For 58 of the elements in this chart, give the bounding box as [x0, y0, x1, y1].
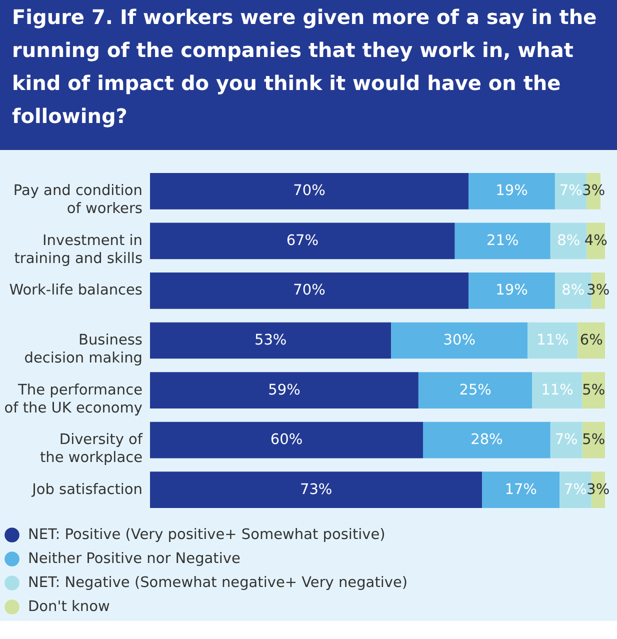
legend-label: NET: Negative (Somewhat negative+ Very negative): [28, 575, 408, 591]
bar: [150, 472, 482, 508]
bar: [423, 422, 550, 458]
y-tick-label: Pay and condition of workers: [13, 183, 142, 218]
data-label: 3%: [586, 282, 610, 299]
data-label: 8%: [557, 232, 580, 249]
legend-label: Don't know: [28, 599, 110, 615]
data-label: 70%: [293, 183, 326, 200]
data-label: 3%: [586, 482, 610, 498]
bar: [454, 222, 550, 260]
data-label: 59%: [268, 382, 300, 398]
y-tick-label: Business decision making: [24, 332, 142, 366]
bar: [150, 172, 468, 210]
data-label: 30%: [443, 332, 476, 348]
data-label: 17%: [504, 482, 537, 498]
data-label: 8%: [562, 282, 585, 299]
data-label: 67%: [286, 232, 319, 249]
data-label: 19%: [496, 282, 528, 299]
legend-label: NET: Positive (Very positive+ Somewhat positive): [28, 527, 386, 543]
bar: [550, 422, 582, 458]
bar: [150, 322, 392, 359]
bar: [150, 222, 455, 260]
data-label: 7%: [554, 432, 578, 448]
bar: [482, 472, 560, 508]
bar: [550, 222, 587, 260]
data-label: 73%: [300, 482, 332, 498]
data-label: 28%: [470, 432, 503, 448]
y-tick-label: Diversity of the workplace: [40, 432, 144, 466]
bar: [528, 322, 578, 359]
bar: [468, 272, 555, 309]
y-tick-label: Job satisfaction: [31, 482, 142, 498]
data-label: 60%: [270, 432, 303, 448]
y-tick-label: Work-life balances: [9, 282, 142, 299]
data-label: 7%: [559, 183, 582, 200]
bar: [418, 372, 532, 408]
data-label: 5%: [582, 432, 606, 448]
data-label: 7%: [564, 482, 587, 498]
data-label: 4%: [584, 232, 608, 249]
data-label: 11%: [541, 382, 574, 398]
data-label: 5%: [582, 382, 606, 398]
data-label: 53%: [254, 332, 287, 348]
data-label: 19%: [496, 183, 528, 200]
chart-title: Figure 7. If workers were given more of a say in the running of the companies that they work in, what kind of impact do you think it would have on the following?: [12, 5, 597, 128]
bar: [150, 422, 423, 458]
data-label: 6%: [580, 332, 603, 348]
data-label: 25%: [459, 382, 492, 398]
data-label: 21%: [486, 232, 519, 249]
y-tick-label: The performance of the UK economy: [4, 382, 143, 416]
bar: [391, 322, 528, 359]
bar: [532, 372, 582, 408]
bar: [150, 272, 468, 309]
data-label: 3%: [582, 183, 606, 200]
bar: [150, 372, 418, 408]
data-label: 70%: [293, 282, 326, 299]
legend-label: Neither Positive nor Negative: [28, 551, 240, 567]
data-label: 11%: [536, 332, 569, 348]
bar: [468, 172, 555, 210]
y-tick-label: Investment in training and skills: [14, 232, 142, 267]
